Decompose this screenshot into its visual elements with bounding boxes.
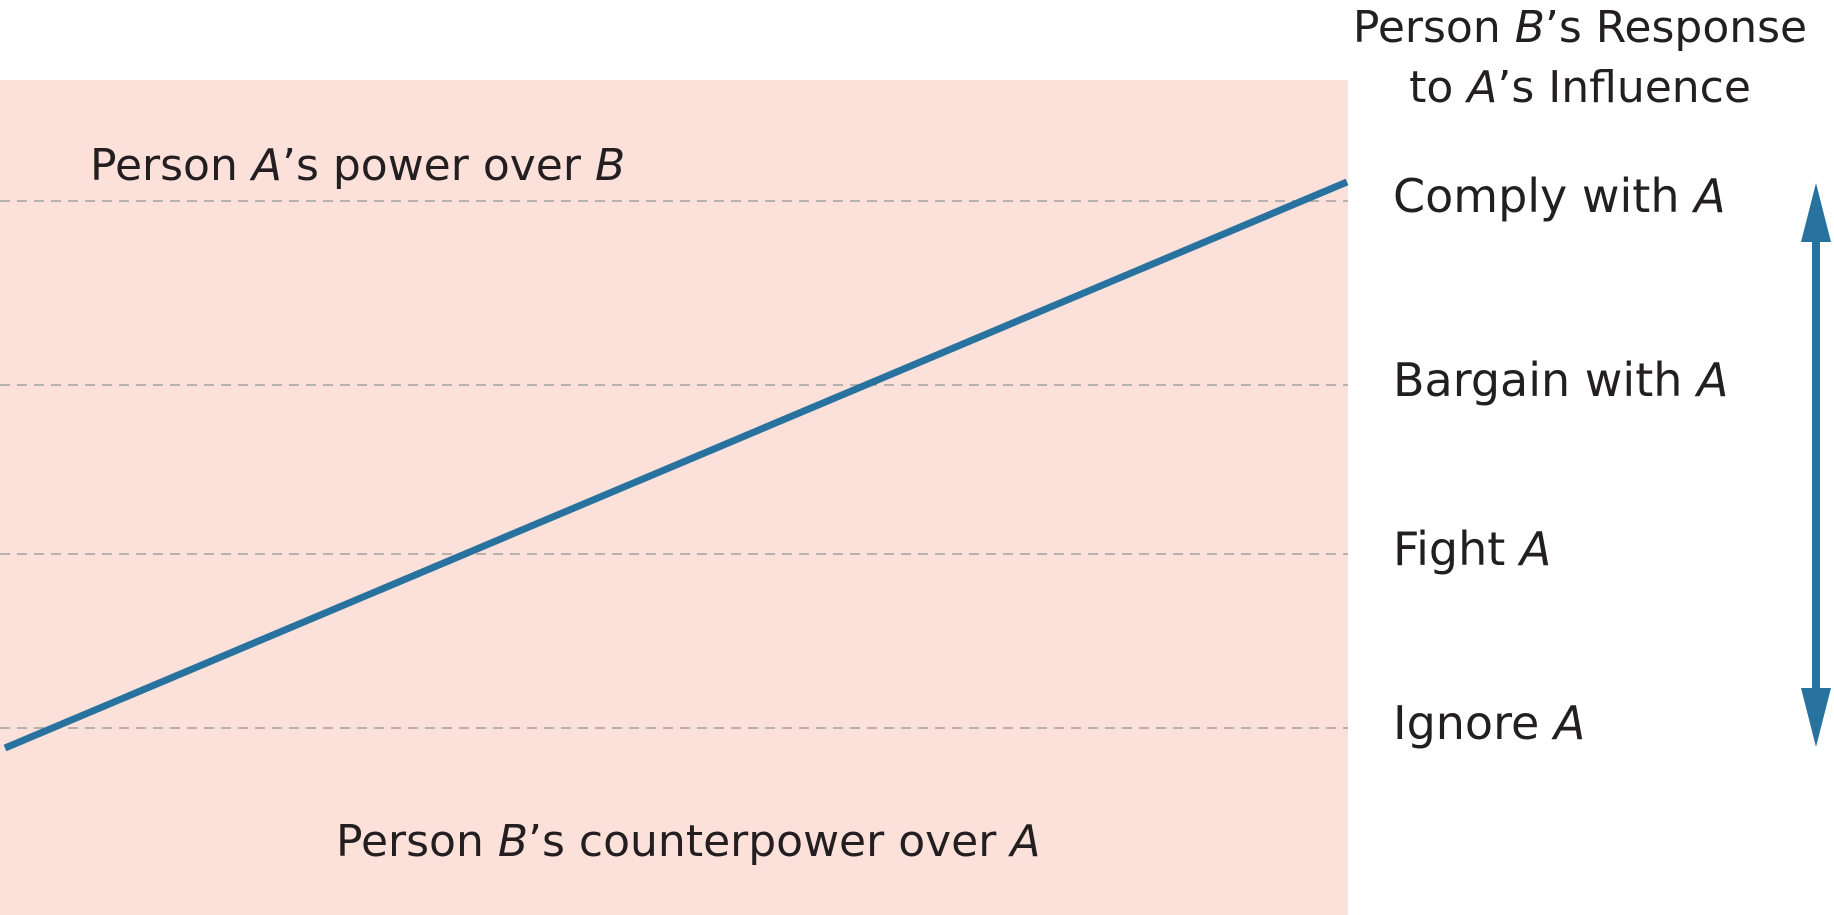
double-arrow-icon [1801, 183, 1831, 747]
response-header-line1: Person B’s Response [1353, 2, 1807, 53]
response-fight: Fight A [1393, 522, 1551, 576]
response-header-line2: to A’s Influence [1409, 62, 1751, 113]
response-ignore: Ignore A [1393, 696, 1585, 750]
response-bargain: Bargain with A [1393, 353, 1728, 407]
response-comply: Comply with A [1393, 169, 1726, 223]
power-label: Person A’s power over B [90, 140, 625, 191]
counterpower-label: Person B’s counterpower over A [336, 816, 1040, 867]
shaded-panel [0, 80, 1348, 915]
power-balance-line [3, 178, 1349, 752]
